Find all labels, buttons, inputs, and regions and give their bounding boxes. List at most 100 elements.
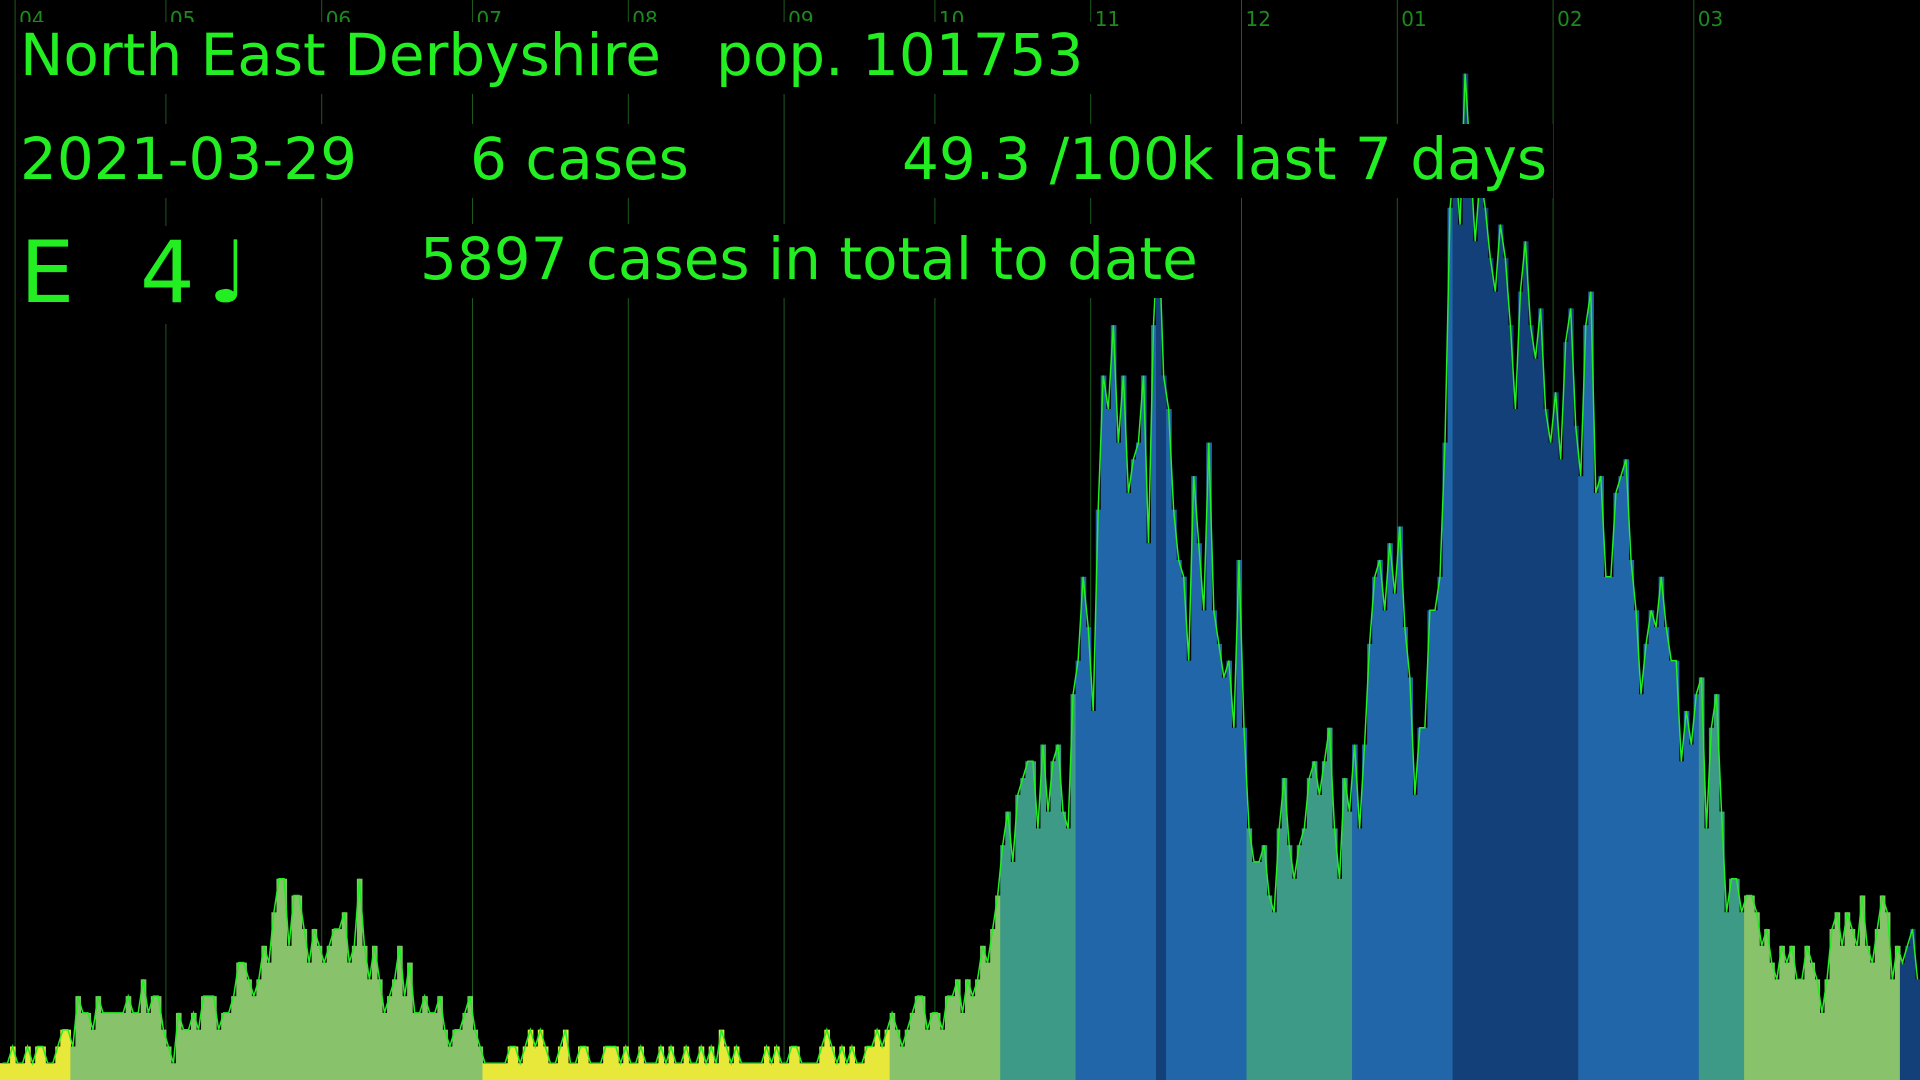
bar xyxy=(512,1046,519,1080)
bar xyxy=(351,945,358,1080)
bar xyxy=(170,1063,177,1080)
bar xyxy=(643,1063,649,1080)
bar xyxy=(1276,828,1283,1080)
bar xyxy=(889,1012,896,1080)
bar xyxy=(1156,224,1162,1080)
bar xyxy=(1015,794,1021,1080)
bar xyxy=(593,1063,599,1080)
bar xyxy=(965,979,971,1080)
month-label: 12 xyxy=(1246,7,1271,31)
bar xyxy=(1698,677,1705,1080)
bar xyxy=(432,1012,438,1080)
bar xyxy=(502,1063,509,1080)
bar xyxy=(1718,811,1725,1080)
bar xyxy=(1020,778,1026,1080)
bar xyxy=(5,1063,11,1080)
bar xyxy=(939,1029,946,1080)
bar xyxy=(1372,576,1378,1080)
bar xyxy=(1713,694,1720,1080)
bar xyxy=(1367,643,1373,1080)
bar xyxy=(899,1046,906,1080)
bar xyxy=(904,1029,911,1080)
bar xyxy=(1824,979,1831,1080)
bar xyxy=(1603,576,1609,1080)
bar xyxy=(45,1063,51,1080)
bar xyxy=(1764,929,1770,1080)
bar xyxy=(30,1063,36,1080)
bar xyxy=(1588,291,1594,1080)
bar xyxy=(1115,442,1122,1080)
bar xyxy=(1839,945,1846,1080)
bar xyxy=(578,1046,584,1080)
bar xyxy=(241,962,247,1080)
bar xyxy=(1522,241,1529,1080)
bar xyxy=(1357,828,1363,1080)
bar xyxy=(135,1012,142,1080)
bar xyxy=(869,1046,876,1080)
bar xyxy=(894,1029,901,1080)
bar xyxy=(70,1046,76,1080)
bar xyxy=(678,1063,685,1080)
bar xyxy=(346,962,353,1080)
bar xyxy=(236,962,242,1080)
bar xyxy=(879,1046,886,1080)
bar xyxy=(1196,543,1202,1080)
bar xyxy=(85,1012,92,1080)
bar xyxy=(794,1046,800,1080)
bar xyxy=(603,1046,609,1080)
bar xyxy=(110,1012,117,1080)
bar xyxy=(1804,945,1811,1080)
bar xyxy=(1065,828,1072,1080)
bar xyxy=(1301,828,1308,1080)
bar xyxy=(306,962,313,1080)
bar xyxy=(1050,761,1057,1080)
bar xyxy=(1754,912,1760,1080)
bar xyxy=(397,945,403,1080)
bar xyxy=(336,929,343,1080)
bar xyxy=(1457,224,1464,1080)
bar xyxy=(1422,727,1429,1080)
bar xyxy=(975,979,981,1080)
bar xyxy=(1090,710,1097,1080)
bar xyxy=(442,1029,448,1080)
bar xyxy=(718,1029,725,1080)
bar xyxy=(1618,476,1625,1080)
grade-number: 4 xyxy=(136,226,199,324)
bar xyxy=(371,945,378,1080)
bar xyxy=(1311,761,1318,1080)
bar xyxy=(1055,744,1062,1080)
bar xyxy=(216,1029,222,1080)
bar xyxy=(1583,325,1589,1080)
bar xyxy=(733,1046,740,1080)
bar xyxy=(1412,794,1418,1080)
bar xyxy=(1326,727,1333,1080)
bar xyxy=(1256,861,1263,1080)
bar xyxy=(1316,794,1323,1080)
bar xyxy=(291,895,298,1080)
bar xyxy=(452,1029,458,1080)
bar xyxy=(1266,895,1273,1080)
bar xyxy=(1070,694,1077,1080)
bar xyxy=(25,1046,31,1080)
bar xyxy=(1869,962,1876,1080)
bar xyxy=(738,1063,745,1080)
bar xyxy=(1744,895,1750,1080)
bar xyxy=(206,996,212,1080)
bar xyxy=(914,996,921,1080)
bar xyxy=(1492,291,1499,1080)
report-date: 2021-03-29 xyxy=(18,124,370,198)
bar xyxy=(1507,325,1514,1080)
bar xyxy=(804,1063,810,1080)
bar xyxy=(633,1063,639,1080)
bar xyxy=(708,1046,715,1080)
bar xyxy=(381,1012,388,1080)
bar xyxy=(1216,643,1222,1080)
rate-line xyxy=(2,73,1919,1066)
bar xyxy=(663,1063,670,1080)
bar xyxy=(1150,325,1157,1080)
bar xyxy=(572,1063,579,1080)
bar xyxy=(1568,308,1574,1080)
bar xyxy=(1392,593,1398,1080)
bar xyxy=(1110,325,1117,1080)
area-name: North East Derbyshire xyxy=(18,22,673,94)
